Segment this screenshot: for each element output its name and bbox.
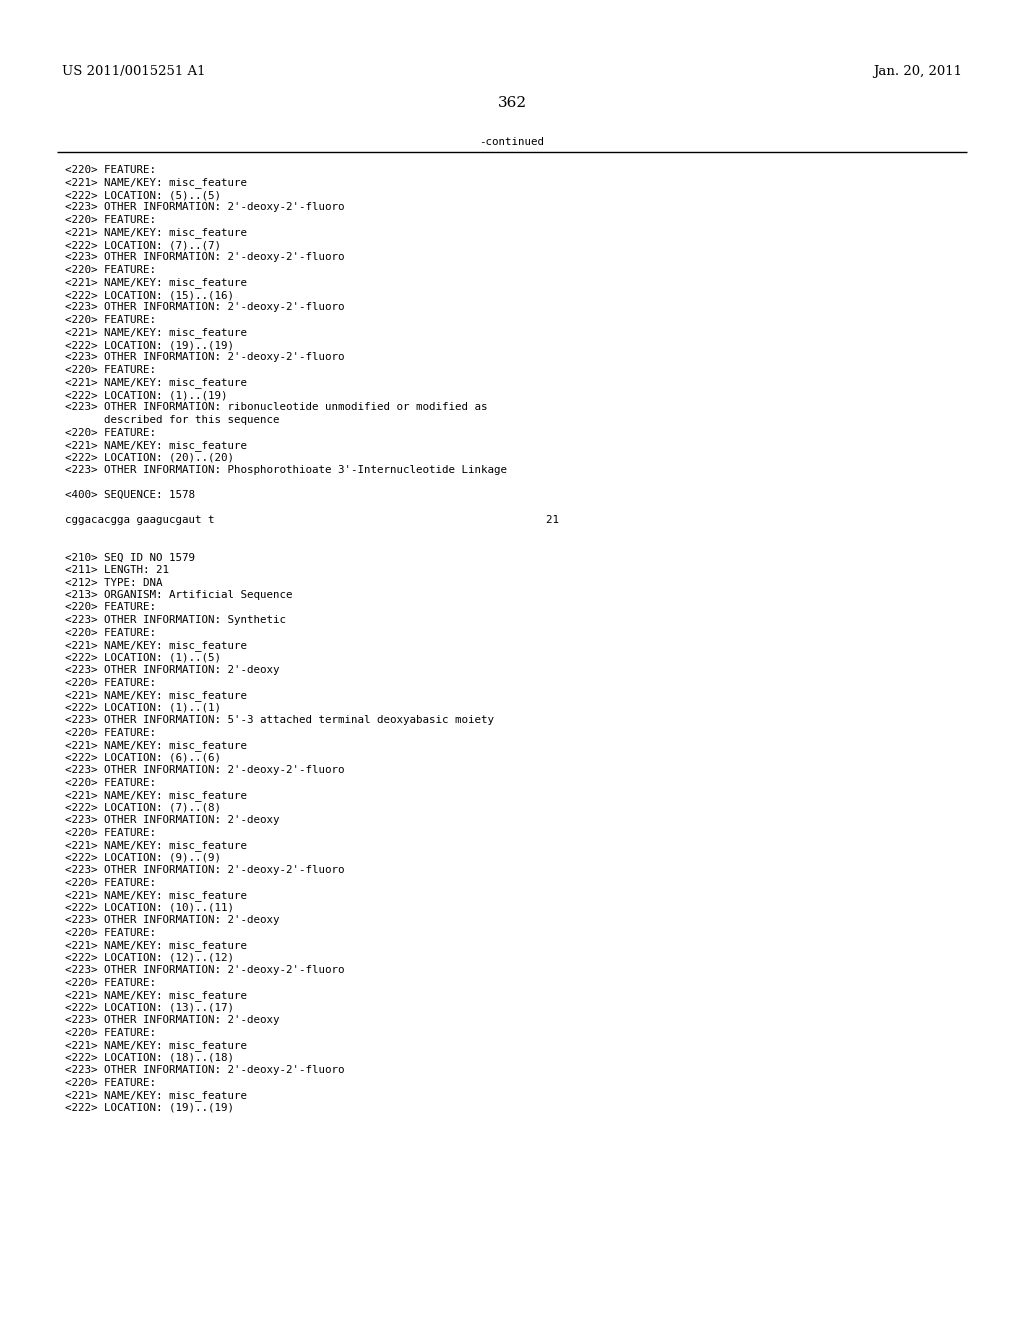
Text: <222> LOCATION: (5)..(5): <222> LOCATION: (5)..(5) [65,190,221,201]
Text: <222> LOCATION: (12)..(12): <222> LOCATION: (12)..(12) [65,953,234,962]
Text: US 2011/0015251 A1: US 2011/0015251 A1 [62,65,206,78]
Text: <220> FEATURE:: <220> FEATURE: [65,878,156,887]
Text: <220> FEATURE:: <220> FEATURE: [65,978,156,987]
Text: <223> OTHER INFORMATION: 2'-deoxy-2'-fluoro: <223> OTHER INFORMATION: 2'-deoxy-2'-flu… [65,352,344,363]
Text: <223> OTHER INFORMATION: 2'-deoxy: <223> OTHER INFORMATION: 2'-deoxy [65,915,280,925]
Text: <220> FEATURE:: <220> FEATURE: [65,1077,156,1088]
Text: <222> LOCATION: (1)..(5): <222> LOCATION: (1)..(5) [65,652,221,663]
Text: <223> OTHER INFORMATION: 2'-deoxy-2'-fluoro: <223> OTHER INFORMATION: 2'-deoxy-2'-flu… [65,202,344,213]
Text: <220> FEATURE:: <220> FEATURE: [65,727,156,738]
Text: <223> OTHER INFORMATION: Phosphorothioate 3'-Internucleotide Linkage: <223> OTHER INFORMATION: Phosphorothioat… [65,465,507,475]
Text: <223> OTHER INFORMATION: 2'-deoxy-2'-fluoro: <223> OTHER INFORMATION: 2'-deoxy-2'-flu… [65,1065,344,1074]
Text: <223> OTHER INFORMATION: 2'-deoxy: <223> OTHER INFORMATION: 2'-deoxy [65,814,280,825]
Text: <220> FEATURE:: <220> FEATURE: [65,428,156,437]
Text: <211> LENGTH: 21: <211> LENGTH: 21 [65,565,169,576]
Text: <222> LOCATION: (18)..(18): <222> LOCATION: (18)..(18) [65,1052,234,1063]
Text: <221> NAME/KEY: misc_feature: <221> NAME/KEY: misc_feature [65,741,247,751]
Text: <221> NAME/KEY: misc_feature: <221> NAME/KEY: misc_feature [65,177,247,189]
Text: <223> OTHER INFORMATION: 2'-deoxy: <223> OTHER INFORMATION: 2'-deoxy [65,665,280,675]
Text: <223> OTHER INFORMATION: ribonucleotide unmodified or modified as: <223> OTHER INFORMATION: ribonucleotide … [65,403,487,412]
Text: <222> LOCATION: (20)..(20): <222> LOCATION: (20)..(20) [65,453,234,462]
Text: <222> LOCATION: (9)..(9): <222> LOCATION: (9)..(9) [65,853,221,862]
Text: <221> NAME/KEY: misc_feature: <221> NAME/KEY: misc_feature [65,1040,247,1051]
Text: <223> OTHER INFORMATION: 2'-deoxy-2'-fluoro: <223> OTHER INFORMATION: 2'-deoxy-2'-flu… [65,252,344,263]
Text: <212> TYPE: DNA: <212> TYPE: DNA [65,578,163,587]
Text: <223> OTHER INFORMATION: 2'-deoxy-2'-fluoro: <223> OTHER INFORMATION: 2'-deoxy-2'-flu… [65,965,344,975]
Text: <221> NAME/KEY: misc_feature: <221> NAME/KEY: misc_feature [65,990,247,1001]
Text: <222> LOCATION: (10)..(11): <222> LOCATION: (10)..(11) [65,903,234,912]
Text: 362: 362 [498,96,526,110]
Text: <220> FEATURE:: <220> FEATURE: [65,265,156,275]
Text: <223> OTHER INFORMATION: 2'-deoxy-2'-fluoro: <223> OTHER INFORMATION: 2'-deoxy-2'-flu… [65,766,344,775]
Text: <220> FEATURE:: <220> FEATURE: [65,215,156,224]
Text: <220> FEATURE:: <220> FEATURE: [65,777,156,788]
Text: <222> LOCATION: (15)..(16): <222> LOCATION: (15)..(16) [65,290,234,300]
Text: <221> NAME/KEY: misc_feature: <221> NAME/KEY: misc_feature [65,227,247,239]
Text: <221> NAME/KEY: misc_feature: <221> NAME/KEY: misc_feature [65,440,247,451]
Text: <220> FEATURE:: <220> FEATURE: [65,366,156,375]
Text: <223> OTHER INFORMATION: 5'-3 attached terminal deoxyabasic moiety: <223> OTHER INFORMATION: 5'-3 attached t… [65,715,494,725]
Text: -continued: -continued [479,137,545,147]
Text: <223> OTHER INFORMATION: 2'-deoxy-2'-fluoro: <223> OTHER INFORMATION: 2'-deoxy-2'-flu… [65,865,344,875]
Text: <222> LOCATION: (7)..(8): <222> LOCATION: (7)..(8) [65,803,221,813]
Text: <222> LOCATION: (1)..(19): <222> LOCATION: (1)..(19) [65,389,227,400]
Text: <221> NAME/KEY: misc_feature: <221> NAME/KEY: misc_feature [65,327,247,338]
Text: <220> FEATURE:: <220> FEATURE: [65,928,156,937]
Text: <220> FEATURE:: <220> FEATURE: [65,677,156,688]
Text: <220> FEATURE:: <220> FEATURE: [65,1027,156,1038]
Text: <221> NAME/KEY: misc_feature: <221> NAME/KEY: misc_feature [65,890,247,902]
Text: <221> NAME/KEY: misc_feature: <221> NAME/KEY: misc_feature [65,640,247,651]
Text: <213> ORGANISM: Artificial Sequence: <213> ORGANISM: Artificial Sequence [65,590,293,601]
Text: <220> FEATURE:: <220> FEATURE: [65,315,156,325]
Text: cggacacgga gaagucgaut t                                                   21: cggacacgga gaagucgaut t 21 [65,515,559,525]
Text: <221> NAME/KEY: misc_feature: <221> NAME/KEY: misc_feature [65,690,247,701]
Text: <222> LOCATION: (19)..(19): <222> LOCATION: (19)..(19) [65,1102,234,1113]
Text: <220> FEATURE:: <220> FEATURE: [65,627,156,638]
Text: <223> OTHER INFORMATION: 2'-deoxy: <223> OTHER INFORMATION: 2'-deoxy [65,1015,280,1026]
Text: <221> NAME/KEY: misc_feature: <221> NAME/KEY: misc_feature [65,940,247,950]
Text: <221> NAME/KEY: misc_feature: <221> NAME/KEY: misc_feature [65,277,247,288]
Text: <222> LOCATION: (19)..(19): <222> LOCATION: (19)..(19) [65,341,234,350]
Text: <210> SEQ ID NO 1579: <210> SEQ ID NO 1579 [65,553,195,562]
Text: <220> FEATURE:: <220> FEATURE: [65,828,156,837]
Text: <400> SEQUENCE: 1578: <400> SEQUENCE: 1578 [65,490,195,500]
Text: <220> FEATURE:: <220> FEATURE: [65,165,156,176]
Text: <223> OTHER INFORMATION: 2'-deoxy-2'-fluoro: <223> OTHER INFORMATION: 2'-deoxy-2'-flu… [65,302,344,313]
Text: <222> LOCATION: (1)..(1): <222> LOCATION: (1)..(1) [65,702,221,713]
Text: <221> NAME/KEY: misc_feature: <221> NAME/KEY: misc_feature [65,789,247,801]
Text: <222> LOCATION: (6)..(6): <222> LOCATION: (6)..(6) [65,752,221,763]
Text: <221> NAME/KEY: misc_feature: <221> NAME/KEY: misc_feature [65,840,247,851]
Text: <220> FEATURE:: <220> FEATURE: [65,602,156,612]
Text: <221> NAME/KEY: misc_feature: <221> NAME/KEY: misc_feature [65,378,247,388]
Text: <222> LOCATION: (7)..(7): <222> LOCATION: (7)..(7) [65,240,221,249]
Text: <221> NAME/KEY: misc_feature: <221> NAME/KEY: misc_feature [65,1090,247,1101]
Text: described for this sequence: described for this sequence [65,414,280,425]
Text: <223> OTHER INFORMATION: Synthetic: <223> OTHER INFORMATION: Synthetic [65,615,286,624]
Text: <222> LOCATION: (13)..(17): <222> LOCATION: (13)..(17) [65,1002,234,1012]
Text: Jan. 20, 2011: Jan. 20, 2011 [873,65,962,78]
